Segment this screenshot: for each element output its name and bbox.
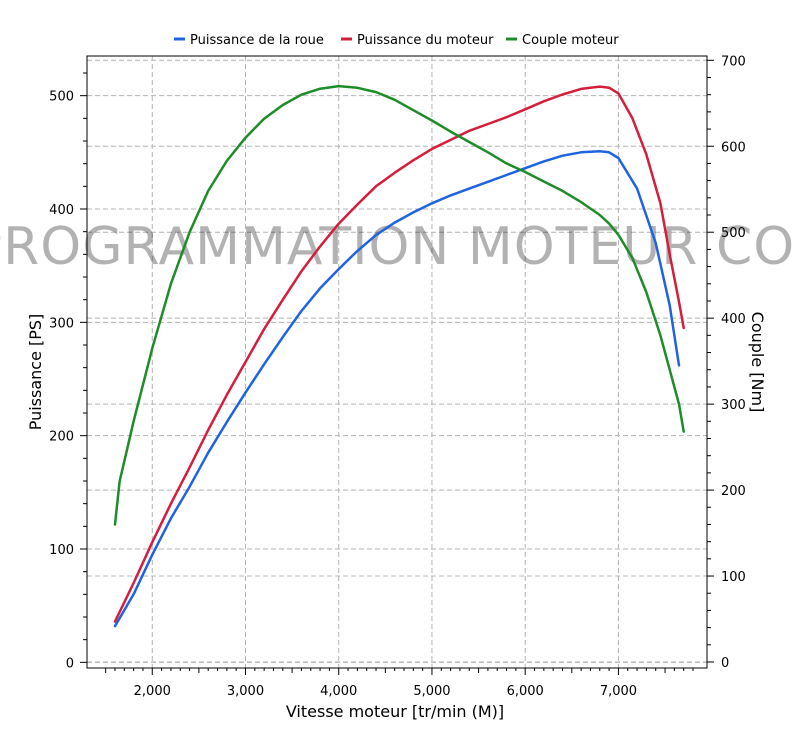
legend-label-puissance-de-la-roue: Puissance de la roue (190, 33, 324, 48)
legend-label-couple-moteur: Couple moteur (522, 33, 619, 48)
series-line-couple-moteur (113, 84, 685, 526)
x-tick-label: 7,000 (600, 684, 637, 699)
x-tick-label: 5,000 (413, 684, 450, 699)
y-right-tick-label: 0 (721, 656, 729, 671)
y-right-tick-label: 400 (721, 312, 746, 327)
y-left-tick-label: 200 (49, 430, 74, 445)
y-axis-left-title: Puissance [PS] (26, 314, 45, 431)
series-line-puissance-du-moteur (113, 85, 685, 623)
y-right-tick-label: 500 (721, 226, 746, 241)
series-lines (113, 84, 685, 628)
y-left-tick-label: 100 (49, 543, 74, 558)
y-right-tick-label: 300 (721, 398, 746, 413)
series-line-puissance-de-la-roue (113, 149, 681, 628)
y-left-tick-label: 0 (66, 656, 74, 671)
x-axis-title: Vitesse moteur [tr/min (M)] (286, 702, 504, 721)
y-right-tick-label: 700 (721, 54, 746, 69)
y-right-tick-label: 200 (721, 484, 746, 499)
y-right-tick-label: 100 (721, 570, 746, 585)
legend: Puissance de la roue Puissance du moteur C… (174, 33, 619, 48)
axis-ticks: 2,000 3,000 4,000 5,000 6,000 7,000 0 100 200 300… (49, 54, 746, 699)
y-left-tick-label: 500 (49, 90, 74, 105)
y-right-tick-label: 600 (721, 140, 746, 155)
y-left-tick-label: 400 (49, 203, 74, 218)
watermark: REPROGRAMMATION MOTEUR CORSE (0, 217, 793, 277)
x-tick-label: 6,000 (507, 684, 544, 699)
x-tick-label: 2,000 (134, 684, 171, 699)
grid-lines (87, 56, 707, 668)
y-axis-right-title: Couple [Nm] (748, 312, 767, 413)
plot-frame (86, 55, 708, 669)
y-left-tick-label: 300 (49, 316, 74, 331)
x-tick-label: 4,000 (320, 684, 357, 699)
legend-label-puissance-du-moteur: Puissance du moteur (357, 33, 494, 48)
x-tick-label: 3,000 (227, 684, 264, 699)
